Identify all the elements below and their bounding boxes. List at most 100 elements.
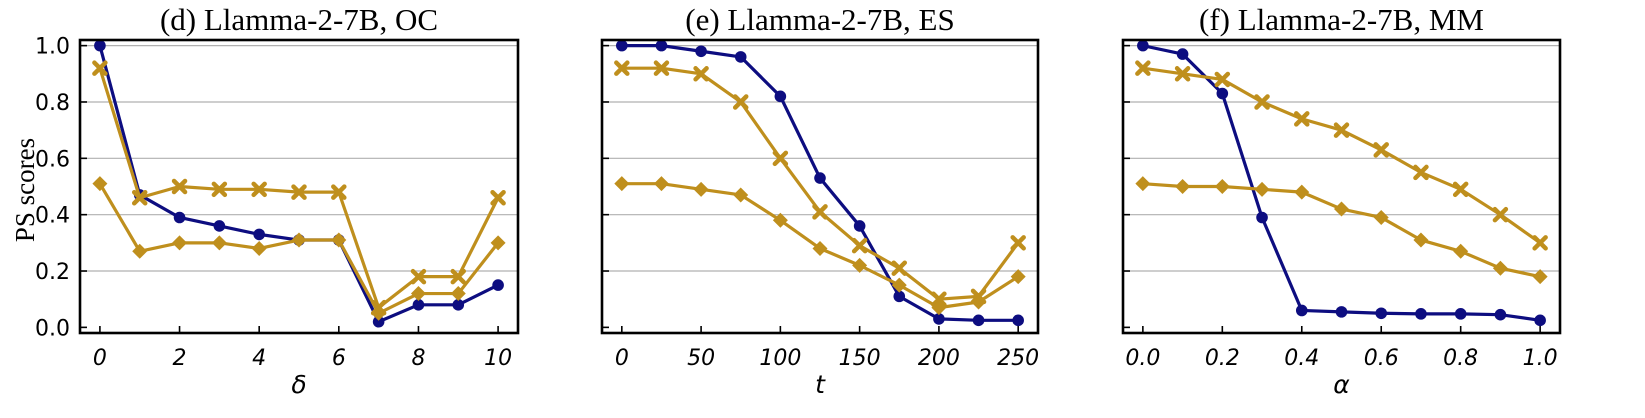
x-axis-label: α <box>1333 370 1350 399</box>
data-point <box>251 240 267 256</box>
y-tick-label-3: 0.6 <box>35 147 70 172</box>
data-point <box>1214 179 1230 194</box>
x-tick-label-2: 0.4 <box>1284 346 1319 371</box>
series-line <box>1142 66 1542 245</box>
y-tick-label-4: 0.8 <box>35 91 70 116</box>
data-point <box>371 305 387 321</box>
data-point <box>1294 111 1310 127</box>
plot-frame <box>78 38 520 335</box>
data-point <box>1334 201 1349 217</box>
x-tick-label-3: 0.6 <box>1364 346 1399 371</box>
data-point <box>614 60 630 76</box>
series-line <box>98 182 500 315</box>
subplot-e: 0 50 100 150 200 250 (e) Llamma-2-7B, ES t <box>600 2 1040 399</box>
data-point <box>251 181 267 198</box>
data-point <box>450 286 466 302</box>
data-point <box>1254 94 1270 110</box>
series-line <box>1142 182 1541 279</box>
data-point <box>412 299 425 311</box>
data-point <box>1454 308 1467 320</box>
data-point <box>1532 269 1548 285</box>
data-point <box>1137 39 1149 52</box>
y-tick-label-0: 0.0 <box>35 316 70 341</box>
data-point <box>812 204 828 220</box>
data-point <box>1295 304 1308 317</box>
y-axis-label: PS scores <box>10 138 40 242</box>
series-line <box>98 67 500 310</box>
navy-circle-series <box>94 39 504 328</box>
gold-x-series <box>92 60 506 316</box>
data-point <box>1413 164 1429 181</box>
plot-frame <box>1121 38 1562 335</box>
data-point <box>172 235 188 251</box>
data-point <box>933 313 945 325</box>
data-point <box>1256 211 1268 224</box>
gold-diamond-series <box>92 176 506 321</box>
data-point <box>1452 181 1469 198</box>
data-point <box>1175 179 1191 194</box>
x-tick-label-2: 4 <box>252 346 266 371</box>
data-point <box>972 314 985 327</box>
data-point <box>1534 314 1546 327</box>
data-point <box>253 228 265 241</box>
data-point <box>1532 235 1548 251</box>
data-point <box>653 60 670 76</box>
data-point <box>331 232 347 248</box>
data-point <box>1333 122 1350 138</box>
data-point <box>1010 235 1026 251</box>
subplot-title: (d) Llamma-2-7B, OC <box>160 2 438 37</box>
data-point <box>772 150 789 167</box>
data-point <box>774 90 787 103</box>
x-tick-label-0: 0 <box>93 346 107 371</box>
data-point <box>410 268 427 285</box>
data-point <box>131 190 148 206</box>
x-tick-label-5: 250 <box>997 346 1039 371</box>
data-point <box>410 286 426 302</box>
gold-diamond-series <box>614 176 1026 316</box>
data-point <box>1335 306 1348 318</box>
data-point <box>291 232 307 248</box>
data-point <box>851 237 868 254</box>
data-point <box>931 291 947 307</box>
data-point <box>492 279 504 291</box>
data-point <box>893 290 906 303</box>
data-point <box>1254 181 1270 197</box>
x-tick-label-3: 6 <box>332 346 346 371</box>
data-point <box>1216 87 1229 100</box>
data-point <box>931 300 947 316</box>
data-point <box>291 184 307 200</box>
data-point <box>490 190 506 206</box>
data-point <box>452 299 465 311</box>
data-point <box>1214 71 1231 88</box>
x-axis-label: t <box>815 370 826 399</box>
data-point <box>1373 209 1389 225</box>
data-point <box>213 220 226 232</box>
data-point <box>693 181 709 197</box>
navy-circle-series <box>1137 39 1546 327</box>
subplot-title: (f) Llamma-2-7B, MM <box>1199 2 1484 37</box>
gold-x-series <box>1135 60 1548 251</box>
data-point <box>614 176 630 192</box>
data-point <box>1010 269 1026 285</box>
data-point <box>732 94 749 110</box>
data-point <box>211 235 227 251</box>
y-tick-label-1: 0.2 <box>35 260 70 285</box>
data-point <box>653 176 669 192</box>
data-point <box>733 187 749 203</box>
subplot-f: 0.0 0.2 0.4 0.6 0.8 1.0 (f) Llamma-2-7B, MM α <box>1121 2 1562 399</box>
subplot-d: 0.0 0.2 0.4 0.6 0.8 1.0 0 2 4 6 8 10 (d) Llamma-2-7B… <box>35 2 520 399</box>
x-tick-label-5: 1.0 <box>1523 346 1558 371</box>
data-point <box>772 212 788 228</box>
data-point <box>1375 307 1388 320</box>
navy-circle-series <box>616 39 1024 327</box>
x-tick-label-0: 0.0 <box>1125 346 1160 371</box>
data-point <box>812 240 828 256</box>
data-point <box>1012 314 1024 327</box>
data-point <box>1492 260 1508 276</box>
data-point <box>211 181 228 198</box>
data-point <box>92 60 108 76</box>
data-point <box>693 66 709 82</box>
data-point <box>1453 243 1469 259</box>
x-tick-label-2: 100 <box>759 346 801 371</box>
data-point <box>695 45 707 58</box>
